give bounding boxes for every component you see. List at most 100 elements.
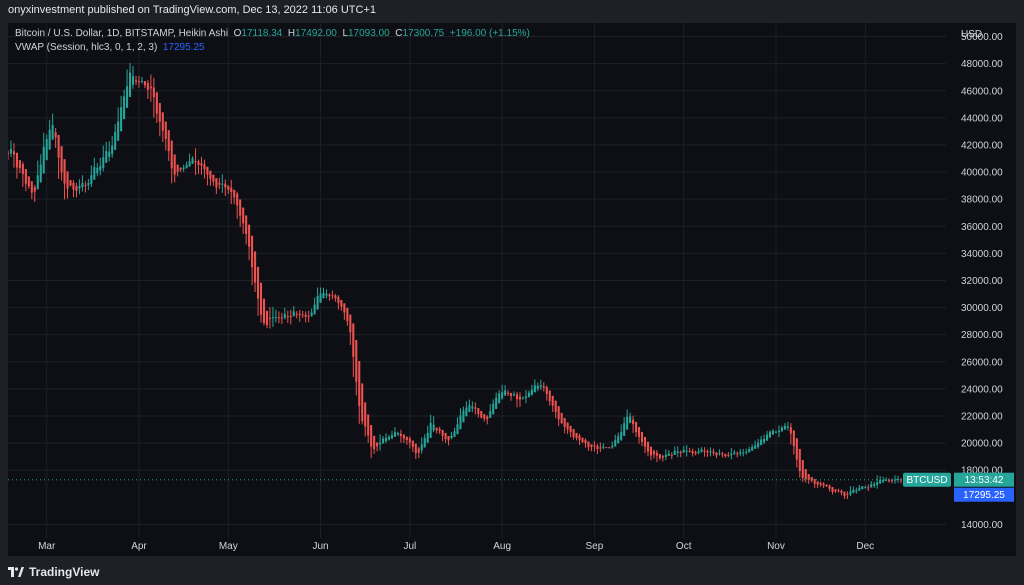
candle-body bbox=[265, 310, 269, 326]
price-tags: BTCUSD 13:53:42 17295.25 bbox=[903, 472, 1014, 502]
candle-body bbox=[498, 393, 501, 404]
tradingview-logo[interactable]: TradingView bbox=[8, 565, 99, 579]
candle-body bbox=[742, 452, 745, 454]
candle-body bbox=[161, 112, 164, 131]
candle-body bbox=[176, 164, 179, 172]
candle-body bbox=[126, 86, 129, 108]
price-tick-label: 20000.00 bbox=[961, 439, 1003, 450]
time-tick-label: Aug bbox=[493, 541, 511, 552]
candle-body bbox=[706, 451, 709, 453]
candle-body bbox=[209, 170, 212, 179]
vwap-tag-bg bbox=[954, 487, 1014, 502]
candle-body bbox=[268, 318, 271, 320]
candle-body bbox=[393, 432, 397, 437]
candle-body bbox=[39, 164, 42, 183]
candle-body bbox=[203, 164, 206, 170]
indicator-legend-row: VWAP (Session, hlc3, 0, 1, 2, 3) 17295.2… bbox=[15, 41, 530, 55]
candle-body bbox=[807, 474, 810, 481]
candle-body bbox=[343, 303, 346, 313]
candle-body bbox=[882, 480, 885, 482]
candle-body bbox=[66, 171, 69, 189]
candle-body bbox=[423, 437, 426, 448]
candle-body bbox=[638, 427, 641, 437]
candle-body bbox=[51, 125, 54, 140]
candle-body bbox=[629, 416, 632, 424]
candle-body bbox=[54, 132, 57, 138]
candle-body bbox=[536, 385, 539, 389]
candle-body bbox=[593, 445, 596, 447]
candle-body bbox=[206, 166, 209, 175]
candle-body bbox=[8, 152, 10, 154]
candle-body bbox=[292, 311, 295, 317]
candle-body bbox=[530, 389, 533, 395]
candle-body bbox=[771, 430, 775, 435]
candle-body bbox=[777, 430, 780, 433]
tradingview-logo-icon bbox=[8, 567, 24, 577]
candle-body bbox=[96, 167, 99, 174]
candle-body bbox=[346, 307, 349, 322]
candle-body bbox=[483, 414, 486, 419]
candle-body bbox=[170, 140, 173, 169]
candle-body bbox=[792, 430, 795, 447]
countdown-tag-bg bbox=[954, 472, 1014, 487]
candle-body bbox=[194, 161, 197, 163]
candle-body bbox=[236, 193, 239, 206]
candle-body bbox=[768, 431, 772, 438]
candle-body bbox=[408, 438, 411, 443]
candle-body bbox=[572, 429, 575, 437]
candle-body bbox=[596, 445, 599, 450]
open-label: O bbox=[233, 28, 242, 39]
candle-body bbox=[379, 442, 382, 445]
candle-body bbox=[858, 487, 861, 491]
candle-body bbox=[274, 317, 277, 319]
candle-body bbox=[134, 80, 138, 82]
candle-body bbox=[364, 402, 367, 427]
candle-body bbox=[554, 400, 557, 412]
candle-body bbox=[620, 432, 623, 440]
candle-body bbox=[402, 434, 405, 439]
candle-body bbox=[78, 185, 81, 189]
candle-body bbox=[757, 443, 760, 448]
candle-body bbox=[242, 207, 245, 224]
candle-body bbox=[99, 165, 102, 171]
top-bar: onyxinvestment published on TradingView.… bbox=[0, 0, 1024, 23]
candle-body bbox=[218, 182, 221, 185]
candle-body bbox=[316, 295, 319, 310]
change-value: +196.00 (+1.15%) bbox=[449, 28, 530, 39]
time-tick-label: Mar bbox=[38, 541, 56, 552]
candle-body bbox=[33, 187, 36, 192]
candle-body bbox=[322, 293, 325, 299]
candle-body bbox=[137, 81, 141, 83]
candle-body bbox=[894, 479, 897, 481]
candle-body bbox=[679, 452, 682, 454]
candle-body bbox=[501, 392, 504, 399]
candle-body bbox=[661, 456, 664, 458]
candle-body bbox=[611, 445, 614, 448]
candle-body bbox=[438, 428, 441, 431]
candle-body bbox=[337, 296, 340, 304]
candle-body bbox=[697, 451, 700, 453]
candle-body bbox=[319, 293, 322, 303]
candle-body bbox=[355, 340, 358, 382]
candle-body bbox=[251, 235, 254, 268]
price-tick-label: 14000.00 bbox=[961, 520, 1003, 531]
candle-body bbox=[257, 266, 260, 299]
candle-body bbox=[658, 454, 661, 459]
candle-body bbox=[307, 315, 310, 317]
candle-body bbox=[748, 449, 751, 453]
candle-body bbox=[480, 411, 483, 418]
candle-body bbox=[518, 396, 522, 400]
candle-body bbox=[450, 435, 453, 439]
chart-panel[interactable]: USD 50000.00 48000.00 46000.00 44000.00 42000… bbox=[8, 23, 1016, 556]
candle-body bbox=[245, 215, 248, 234]
symbol-title: Bitcoin / U.S. Dollar, 1D, BITSTAMP, Hei… bbox=[15, 28, 229, 39]
open-value: 17118.34 bbox=[241, 28, 283, 39]
candle-body bbox=[399, 433, 402, 437]
candle-body bbox=[188, 161, 191, 167]
candle-body bbox=[367, 414, 370, 436]
candle-body bbox=[140, 80, 143, 82]
low-value: 17093.00 bbox=[348, 28, 390, 39]
candle-body bbox=[602, 446, 605, 448]
candle-body bbox=[492, 403, 495, 415]
